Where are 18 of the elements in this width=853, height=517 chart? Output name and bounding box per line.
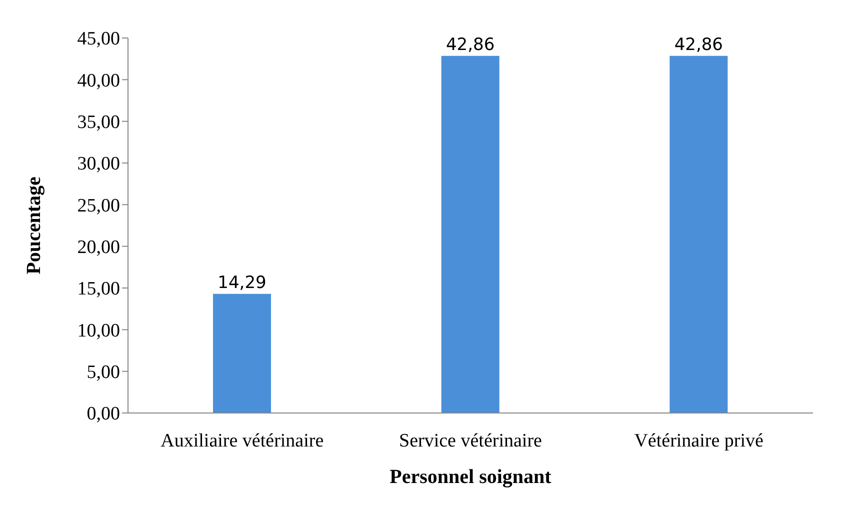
data-label: 42,86 (674, 34, 724, 55)
x-tick-label: Vétérinaire privé (634, 430, 764, 452)
data-label: 42,86 (446, 34, 495, 55)
data-label: 14,29 (218, 272, 266, 293)
y-tick-label: 5,00 (86, 362, 120, 384)
x-axis-title: Personnel soignant (390, 466, 552, 488)
y-tick-label: 25,00 (77, 195, 120, 216)
y-tick-label: 20,00 (77, 237, 120, 258)
y-tick-label: 15,00 (77, 278, 120, 300)
y-tick-label: 40,00 (77, 70, 120, 92)
y-tick-label: 30,00 (77, 154, 120, 175)
y-tick-label: 35,00 (77, 112, 120, 134)
x-tick-label: Auxiliaire vétérinaire (160, 430, 324, 452)
x-tick-label: Service vétérinaire (399, 430, 542, 452)
y-tick-label: 0,00 (86, 404, 120, 425)
y-tick-label: 10,00 (77, 320, 120, 342)
y-tick-label: 45,00 (77, 28, 120, 50)
y-axis-title: Poucentage (23, 176, 46, 274)
